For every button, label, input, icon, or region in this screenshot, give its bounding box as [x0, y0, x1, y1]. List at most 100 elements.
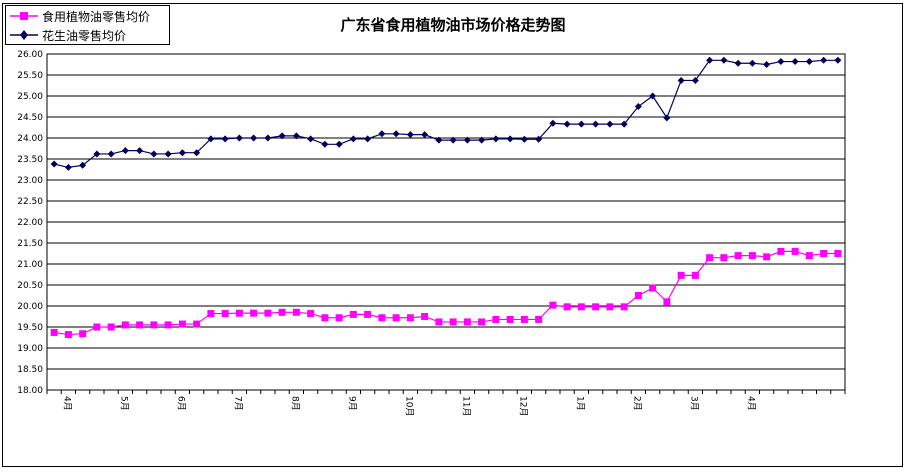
- data-point-peanut-oil: [663, 114, 671, 122]
- data-point-edible-oil: [691, 271, 699, 279]
- data-point-edible-oil: [349, 310, 357, 318]
- x-tick-label: 4月: [61, 396, 72, 411]
- data-point-peanut-oil: [392, 130, 400, 138]
- data-point-edible-oil: [506, 315, 514, 323]
- data-point-edible-oil: [520, 315, 528, 323]
- y-tick-label: 18.00: [17, 386, 43, 396]
- data-point-edible-oil: [178, 320, 186, 328]
- data-point-peanut-oil: [435, 136, 443, 144]
- data-point-peanut-oil: [492, 135, 500, 143]
- data-point-peanut-oil: [763, 61, 771, 68]
- data-point-peanut-oil: [164, 150, 172, 158]
- x-tick-label: 10月: [403, 396, 414, 416]
- data-point-peanut-oil: [193, 149, 201, 157]
- data-point-edible-oil: [706, 254, 714, 262]
- data-point-peanut-oil: [677, 76, 685, 84]
- data-point-edible-oil: [720, 254, 728, 262]
- x-tick-label: 7月: [232, 396, 243, 411]
- data-point-peanut-oil: [250, 134, 258, 142]
- data-point-edible-oil: [392, 314, 400, 322]
- data-point-peanut-oil: [321, 140, 329, 148]
- data-point-peanut-oil: [549, 119, 557, 127]
- data-point-peanut-oil: [748, 59, 756, 67]
- data-point-edible-oil: [207, 310, 215, 318]
- data-point-edible-oil: [834, 250, 842, 257]
- x-tick-label: 6月: [175, 396, 186, 411]
- data-point-edible-oil: [791, 247, 799, 255]
- data-point-edible-oil: [107, 323, 115, 331]
- data-point-edible-oil: [150, 321, 158, 329]
- data-point-peanut-oil: [734, 59, 742, 67]
- data-point-edible-oil: [378, 314, 386, 322]
- data-point-edible-oil: [763, 253, 771, 261]
- y-tick-label: 23.00: [17, 176, 43, 186]
- x-tick-label: 8月: [289, 396, 300, 411]
- legend-item-peanut-oil: 花生油零售均价: [6, 26, 169, 44]
- data-point-peanut-oil: [264, 134, 272, 142]
- x-tick-label: 9月: [346, 396, 357, 411]
- data-point-edible-oil: [321, 314, 329, 322]
- y-tick-label: 19.50: [17, 323, 43, 333]
- data-point-peanut-oil: [620, 120, 628, 128]
- data-point-peanut-oil: [478, 136, 486, 144]
- data-point-edible-oil: [677, 271, 685, 279]
- data-point-edible-oil: [406, 314, 414, 322]
- data-point-peanut-oil: [535, 135, 543, 143]
- data-point-edible-oil: [463, 318, 471, 326]
- data-point-peanut-oil: [207, 135, 215, 143]
- data-point-edible-oil: [121, 321, 129, 329]
- x-tick-label: 1月: [574, 396, 585, 411]
- data-point-peanut-oil: [121, 147, 129, 155]
- x-tick-label: 11月: [460, 396, 471, 416]
- data-point-edible-oil: [278, 308, 286, 316]
- y-tick-label: 22.50: [17, 197, 43, 207]
- data-point-peanut-oil: [592, 120, 600, 128]
- series-line-peanut-oil: [53, 59, 838, 169]
- data-point-peanut-oil: [463, 136, 471, 144]
- data-point-peanut-oil: [307, 135, 315, 143]
- data-point-edible-oil: [577, 303, 585, 311]
- data-point-peanut-oil: [107, 150, 115, 158]
- data-point-peanut-oil: [805, 58, 813, 66]
- data-point-edible-oil: [235, 309, 243, 317]
- y-tick-label: 20.50: [17, 281, 43, 291]
- legend: 食用植物油零售均价 花生油零售均价: [5, 5, 170, 45]
- data-point-edible-oil: [221, 310, 229, 318]
- data-point-edible-oil: [50, 328, 58, 336]
- data-point-peanut-oil: [520, 135, 528, 143]
- data-point-edible-oil: [435, 318, 443, 326]
- data-point-peanut-oil: [649, 92, 657, 100]
- y-tick-label: 22.00: [17, 218, 43, 228]
- y-tick-label: 23.50: [17, 155, 43, 165]
- data-point-peanut-oil: [93, 150, 101, 158]
- data-point-peanut-oil: [235, 134, 243, 142]
- data-point-edible-oil: [292, 308, 300, 316]
- data-point-peanut-oil: [706, 56, 714, 64]
- x-tick-label: 2月: [631, 396, 642, 411]
- data-point-edible-oil: [592, 303, 600, 311]
- data-point-peanut-oil: [221, 135, 229, 143]
- data-point-edible-oil: [193, 320, 201, 328]
- y-tick-label: 21.00: [17, 260, 43, 270]
- data-point-peanut-oil: [364, 135, 372, 143]
- data-point-edible-oil: [478, 318, 486, 326]
- data-point-peanut-oil: [791, 58, 799, 66]
- y-tick-label: 19.00: [17, 344, 43, 354]
- y-tick-label: 18.50: [17, 365, 43, 375]
- data-point-edible-oil: [820, 250, 828, 257]
- data-point-peanut-oil: [577, 120, 585, 128]
- data-point-edible-oil: [364, 310, 372, 318]
- data-point-peanut-oil: [50, 160, 58, 168]
- data-point-peanut-oil: [634, 103, 642, 110]
- data-point-edible-oil: [748, 252, 756, 260]
- data-point-edible-oil: [492, 315, 500, 323]
- data-point-peanut-oil: [720, 56, 728, 64]
- y-tick-label: 21.50: [17, 239, 43, 249]
- data-point-edible-oil: [549, 301, 557, 309]
- data-point-edible-oil: [649, 284, 657, 292]
- data-point-peanut-oil: [349, 135, 357, 143]
- data-point-edible-oil: [64, 331, 72, 339]
- data-point-edible-oil: [805, 252, 813, 260]
- y-tick-label: 26.00: [17, 50, 43, 60]
